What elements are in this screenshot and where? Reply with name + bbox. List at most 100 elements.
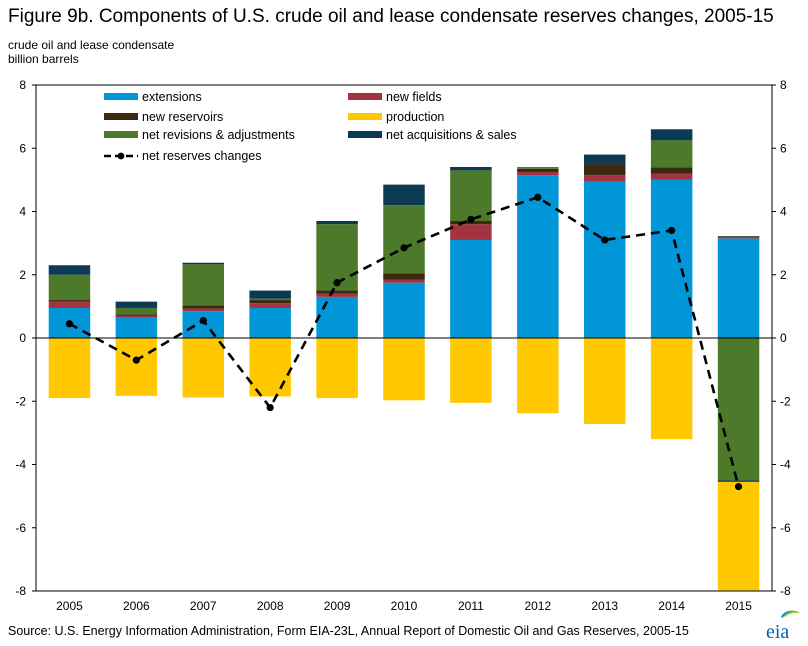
bar-net-acquisitions	[717, 480, 760, 482]
legend-label: production	[386, 110, 444, 124]
y-tick-label-right: 0	[780, 331, 787, 345]
bar-net-revisions	[115, 307, 158, 315]
bar-new-reservoirs	[249, 300, 291, 304]
bar-production	[717, 481, 760, 591]
bar-production	[249, 338, 291, 397]
x-tick-label: 2013	[591, 599, 618, 613]
legend-label: net reserves changes	[142, 149, 262, 163]
bar-production	[517, 338, 559, 414]
legend-label: net acquisitions & sales	[386, 128, 517, 142]
legend-label: net revisions & adjustments	[142, 128, 295, 142]
legend-label: new reservoirs	[142, 110, 223, 124]
bar-new-fields	[383, 279, 425, 283]
y-tick-label-right: 2	[780, 268, 787, 282]
chart-canvas: -8 -8 -6 -6 -4 -4 -2 -2 0 0 2 2 4 4 6 6 8 8 2005 2006 2007 20…	[15, 78, 791, 613]
bar-extensions	[316, 296, 358, 338]
bar-net-acquisitions	[182, 262, 225, 265]
chart-subtitle-units: crude oil and lease condensate	[8, 38, 175, 52]
net-reserves-point	[65, 320, 74, 328]
legend-swatch-net-acquisitions	[348, 131, 382, 138]
net-reserves-point	[668, 226, 676, 235]
bar-net-acquisitions	[249, 290, 291, 299]
bar-net-revisions	[383, 205, 425, 274]
legend-swatch-point	[117, 152, 125, 160]
bar-new-fields	[48, 301, 91, 308]
y-tick-label-right: 6	[780, 141, 787, 155]
bar-production	[115, 338, 158, 396]
bar-extensions	[182, 311, 225, 338]
bar-production	[583, 338, 626, 425]
bar-net-acquisitions	[583, 154, 626, 165]
x-tick-label: 2006	[123, 599, 150, 613]
bar-extensions	[383, 282, 425, 338]
bar-net-revisions	[517, 165, 559, 169]
net-reserves-point	[400, 244, 408, 252]
bar-net-revisions	[650, 140, 693, 168]
bar-production	[316, 338, 358, 399]
net-reserves-point	[467, 215, 475, 224]
legend-label: extensions	[142, 90, 202, 104]
svg-text:eia: eia	[766, 621, 789, 642]
y-tick-label-left: 0	[19, 331, 26, 345]
y-tick-label-right: 4	[780, 205, 787, 219]
bar-net-revisions	[450, 170, 492, 221]
chart-source-note: Source: U.S. Energy Information Administ…	[8, 624, 689, 638]
bar-new-fields	[249, 303, 291, 308]
y-tick-label-right: -2	[780, 394, 791, 408]
bar-net-revisions	[249, 298, 291, 301]
bar-new-reservoirs	[583, 164, 626, 176]
bar-new-fields	[115, 315, 158, 318]
bar-net-acquisitions	[48, 265, 91, 275]
bar-net-acquisitions	[450, 164, 492, 171]
bar-new-fields	[450, 224, 492, 240]
chart-title: Figure 9b. Components of U.S. crude oil …	[8, 6, 774, 27]
net-reserves-point	[132, 356, 140, 364]
x-tick-label: 2010	[391, 599, 418, 613]
y-tick-label-right: -8	[780, 584, 791, 598]
bar-new-reservoirs	[115, 314, 158, 316]
y-tick-label-left: 4	[19, 205, 26, 219]
y-tick-label-left: -2	[15, 394, 26, 408]
x-tick-label: 2011	[458, 599, 484, 613]
bar-net-acquisitions	[115, 301, 158, 308]
bar-new-fields	[517, 171, 559, 176]
bar-extensions	[249, 307, 291, 338]
bar-net-acquisitions	[650, 129, 693, 141]
bar-extensions	[650, 179, 693, 338]
bar-net-revisions	[48, 274, 91, 301]
bar-new-reservoirs	[517, 168, 559, 172]
bar-net-acquisitions	[316, 220, 358, 225]
bar-extensions	[115, 317, 158, 338]
y-tick-label-left: 2	[19, 268, 26, 282]
bar-new-fields	[650, 173, 693, 180]
legend-box	[82, 87, 570, 167]
net-reserves-point	[199, 317, 207, 325]
legend-swatch-net-revisions	[104, 131, 138, 138]
x-tick-label: 2008	[257, 599, 284, 613]
bar-new-fields	[717, 236, 760, 239]
y-tick-label-left: -6	[15, 521, 26, 535]
bar-new-fields	[182, 308, 225, 312]
bar-new-reservoirs	[383, 273, 425, 280]
x-tick-label: 2012	[524, 599, 551, 613]
legend-label: new fields	[386, 90, 442, 104]
bar-new-fields	[583, 175, 626, 182]
x-tick-label: 2014	[658, 599, 685, 613]
y-tick-label-right: -4	[780, 458, 791, 472]
bar-new-reservoirs	[48, 300, 91, 302]
bar-new-fields	[316, 293, 358, 297]
bar-net-acquisitions	[383, 184, 425, 206]
legend-swatch-new-fields	[348, 93, 382, 100]
net-reserves-point	[333, 279, 341, 287]
bar-extensions	[717, 238, 760, 338]
bar-new-reservoirs	[717, 236, 760, 237]
y-tick-label-left: 8	[19, 78, 26, 92]
eia-logo: eia	[766, 610, 800, 642]
chart-subtitle-measure: billion barrels	[8, 52, 79, 66]
net-reserves-point	[601, 236, 609, 244]
bar-production	[48, 338, 91, 399]
bar-net-revisions	[717, 338, 760, 481]
y-tick-label-left: -8	[15, 584, 26, 598]
legend-swatch-new-reservoirs	[104, 113, 138, 120]
y-tick-label-left: -4	[15, 458, 26, 472]
